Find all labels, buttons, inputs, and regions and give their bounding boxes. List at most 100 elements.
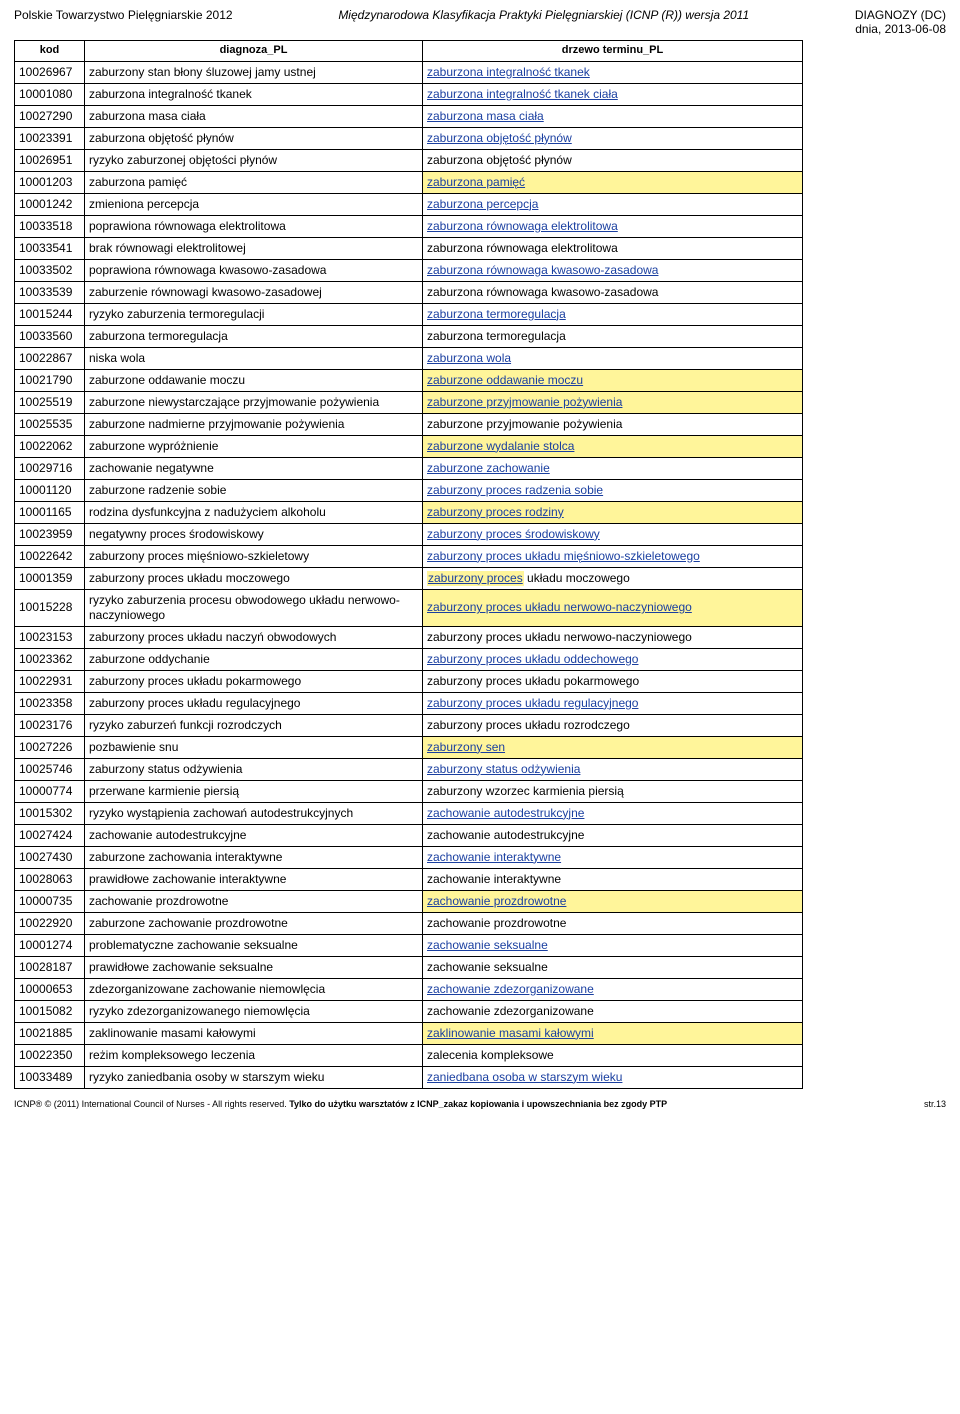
table-row: 10033560zaburzona termoregulacjazaburzon…: [15, 325, 803, 347]
tree-link[interactable]: zaburzony proces układu nerwowo-naczynio…: [427, 600, 692, 614]
cell-tree: zaburzona termoregulacja: [423, 303, 803, 325]
cell-tree: zaniedbana osoba w starszym wieku: [423, 1066, 803, 1088]
table-row: 10023153zaburzony proces układu naczyń o…: [15, 626, 803, 648]
cell-kod: 10022867: [15, 347, 85, 369]
tree-link[interactable]: zaburzony proces układu oddechowego: [427, 652, 638, 666]
cell-kod: 10026967: [15, 61, 85, 83]
tree-link[interactable]: zaklinowanie masami kałowymi: [427, 1026, 594, 1040]
table-row: 10015228ryzyko zaburzenia procesu obwodo…: [15, 589, 803, 626]
tree-link[interactable]: zaburzona percepcja: [427, 197, 538, 211]
header-right-1: DIAGNOZY (DC): [855, 8, 946, 22]
cell-diag: zaklinowanie masami kałowymi: [85, 1022, 423, 1044]
cell-tree: zaburzony proces układu mięśniowo-szkiel…: [423, 545, 803, 567]
cell-tree: zaburzona termoregulacja: [423, 325, 803, 347]
tree-link[interactable]: zachowanie interaktywne: [427, 850, 561, 864]
cell-tree: zachowanie zdezorganizowane: [423, 1000, 803, 1022]
table-row: 10001203zaburzona pamięćzaburzona pamięć: [15, 171, 803, 193]
col-diag: diagnoza_PL: [85, 41, 423, 62]
cell-diag: poprawiona równowaga kwasowo-zasadowa: [85, 259, 423, 281]
tree-link[interactable]: zaburzona pamięć: [427, 175, 525, 189]
tree-link[interactable]: zaburzona integralność tkanek: [427, 65, 590, 79]
cell-kod: 10021885: [15, 1022, 85, 1044]
table-row: 10001165rodzina dysfunkcyjna z nadużycie…: [15, 501, 803, 523]
cell-tree: zaburzony wzorzec karmienia piersią: [423, 780, 803, 802]
table-row: 10027430zaburzone zachowania interaktywn…: [15, 846, 803, 868]
tree-link[interactable]: zachowanie zdezorganizowane: [427, 982, 594, 996]
cell-diag: zachowanie autodestrukcyjne: [85, 824, 423, 846]
table-row: 10026951ryzyko zaburzonej objętości płyn…: [15, 149, 803, 171]
cell-tree: zaburzona równowaga kwasowo-zasadowa: [423, 281, 803, 303]
tree-link[interactable]: zaburzone wydalanie stolca: [427, 439, 574, 453]
cell-tree: zachowanie zdezorganizowane: [423, 978, 803, 1000]
table-row: 10022920zaburzone zachowanie prozdrowotn…: [15, 912, 803, 934]
tree-link[interactable]: zaburzony proces radzenia sobie: [427, 483, 603, 497]
table-row: 10023362zaburzone oddychaniezaburzony pr…: [15, 648, 803, 670]
cell-tree: zachowanie prozdrowotne: [423, 890, 803, 912]
tree-link[interactable]: zaburzona objętość płynów: [427, 131, 572, 145]
cell-kod: 10025746: [15, 758, 85, 780]
table-row: 10015082ryzyko zdezorganizowanego niemow…: [15, 1000, 803, 1022]
tree-link[interactable]: zaburzony proces rodziny: [427, 505, 564, 519]
tree-link[interactable]: zachowanie autodestrukcyjne: [427, 806, 584, 820]
cell-tree: zachowanie prozdrowotne: [423, 912, 803, 934]
cell-diag: zaburzony proces układu regulacyjnego: [85, 692, 423, 714]
tree-link[interactable]: zaburzony status odżywienia: [427, 762, 580, 776]
tree-link[interactable]: zaburzone oddawanie moczu: [427, 373, 583, 387]
cell-diag: zaburzone zachowania interaktywne: [85, 846, 423, 868]
cell-kod: 10023153: [15, 626, 85, 648]
cell-diag: rodzina dysfunkcyjna z nadużyciem alkoho…: [85, 501, 423, 523]
tree-rest: układu moczowego: [524, 571, 630, 585]
cell-kod: 10015082: [15, 1000, 85, 1022]
cell-tree: zaburzona równowaga elektrolitowa: [423, 237, 803, 259]
tree-link-prefix[interactable]: zaburzony proces: [427, 571, 524, 586]
table-row: 10027290zaburzona masa ciałazaburzona ma…: [15, 105, 803, 127]
tree-link[interactable]: zaburzony proces układu regulacyjnego: [427, 696, 638, 710]
cell-diag: zaburzony status odżywienia: [85, 758, 423, 780]
tree-link[interactable]: zaburzony proces środowiskowy: [427, 527, 600, 541]
tree-link[interactable]: zaburzona wola: [427, 351, 511, 365]
cell-diag: zmieniona percepcja: [85, 193, 423, 215]
table-row: 10000774przerwane karmienie piersiązabur…: [15, 780, 803, 802]
tree-link[interactable]: zaburzone przyjmowanie pożywienia: [427, 395, 622, 409]
tree-link[interactable]: zaburzony sen: [427, 740, 505, 754]
cell-diag: zaburzone niewystarczające przyjmowanie …: [85, 391, 423, 413]
cell-diag: niska wola: [85, 347, 423, 369]
table-row: 10033489ryzyko zaniedbania osoby w stars…: [15, 1066, 803, 1088]
tree-link[interactable]: zaburzona termoregulacja: [427, 307, 566, 321]
cell-tree: zachowanie interaktywne: [423, 846, 803, 868]
tree-link[interactable]: zaburzona równowaga elektrolitowa: [427, 219, 618, 233]
tree-link[interactable]: zachowanie prozdrowotne: [427, 894, 566, 908]
cell-diag: negatywny proces środowiskowy: [85, 523, 423, 545]
cell-tree: zaburzone przyjmowanie pożywienia: [423, 391, 803, 413]
cell-tree: zaburzony proces rodziny: [423, 501, 803, 523]
cell-tree: zaburzona integralność tkanek: [423, 61, 803, 83]
cell-diag: ryzyko wystąpienia zachowań autodestrukc…: [85, 802, 423, 824]
cell-kod: 10027290: [15, 105, 85, 127]
tree-link[interactable]: zaburzony proces układu mięśniowo-szkiel…: [427, 549, 700, 563]
table-row: 10001274problematyczne zachowanie seksua…: [15, 934, 803, 956]
table-row: 10001242zmieniona percepcjazaburzona per…: [15, 193, 803, 215]
cell-diag: zaburzony proces układu pokarmowego: [85, 670, 423, 692]
tree-link[interactable]: zaniedbana osoba w starszym wieku: [427, 1070, 622, 1084]
cell-tree: zaburzony proces układu rozrodczego: [423, 714, 803, 736]
cell-tree: zaklinowanie masami kałowymi: [423, 1022, 803, 1044]
cell-kod: 10001203: [15, 171, 85, 193]
cell-tree: zaburzony proces układu nerwowo-naczynio…: [423, 589, 803, 626]
cell-kod: 10000774: [15, 780, 85, 802]
cell-kod: 10001359: [15, 567, 85, 589]
cell-kod: 10015244: [15, 303, 85, 325]
tree-link[interactable]: zaburzona integralność tkanek ciała: [427, 87, 618, 101]
cell-kod: 10023959: [15, 523, 85, 545]
tree-link[interactable]: zaburzona równowaga kwasowo-zasadowa: [427, 263, 658, 277]
tree-link[interactable]: zaburzona masa ciała: [427, 109, 544, 123]
cell-diag: zachowanie negatywne: [85, 457, 423, 479]
cell-kod: 10022350: [15, 1044, 85, 1066]
tree-link[interactable]: zachowanie seksualne: [427, 938, 548, 952]
cell-kod: 10023391: [15, 127, 85, 149]
cell-tree: zaburzone wydalanie stolca: [423, 435, 803, 457]
table-row: 10029716zachowanie negatywnezaburzone za…: [15, 457, 803, 479]
cell-tree: zachowanie seksualne: [423, 956, 803, 978]
tree-link[interactable]: zaburzone zachowanie: [427, 461, 550, 475]
cell-diag: ryzyko zaburzeń funkcji rozrodczych: [85, 714, 423, 736]
header-right-2: dnia, 2013-06-08: [855, 22, 946, 36]
